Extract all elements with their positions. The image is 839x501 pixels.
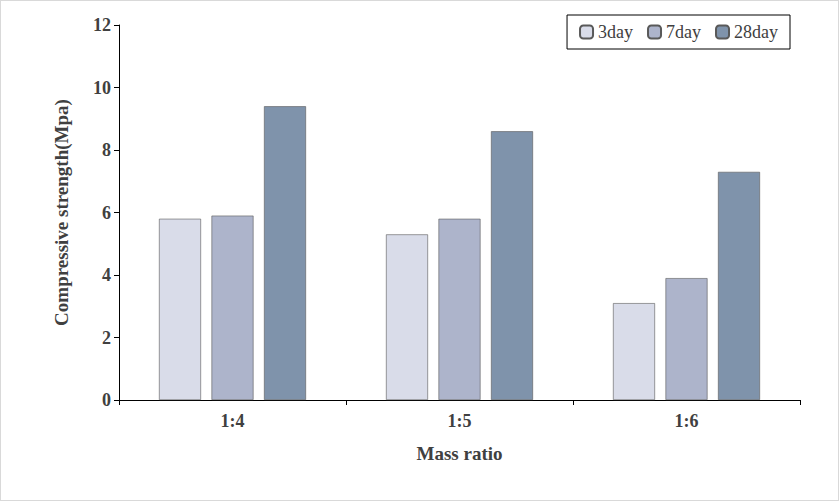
svg-text:Mass ratio: Mass ratio — [416, 443, 502, 464]
svg-text:6: 6 — [102, 203, 111, 223]
svg-text:1:5: 1:5 — [448, 411, 472, 431]
svg-text:8: 8 — [102, 140, 111, 160]
svg-text:4: 4 — [102, 265, 111, 285]
svg-text:3day: 3day — [598, 22, 633, 42]
svg-text:12: 12 — [93, 15, 111, 35]
svg-text:10: 10 — [93, 78, 111, 98]
svg-text:0: 0 — [102, 390, 111, 410]
svg-text:2: 2 — [102, 328, 111, 348]
svg-text:28day: 28day — [734, 22, 778, 42]
svg-text:1:6: 1:6 — [675, 411, 699, 431]
svg-text:1:4: 1:4 — [221, 411, 245, 431]
svg-text:Compressive strength(Mpa): Compressive strength(Mpa) — [51, 99, 73, 326]
svg-text:7day: 7day — [666, 22, 701, 42]
